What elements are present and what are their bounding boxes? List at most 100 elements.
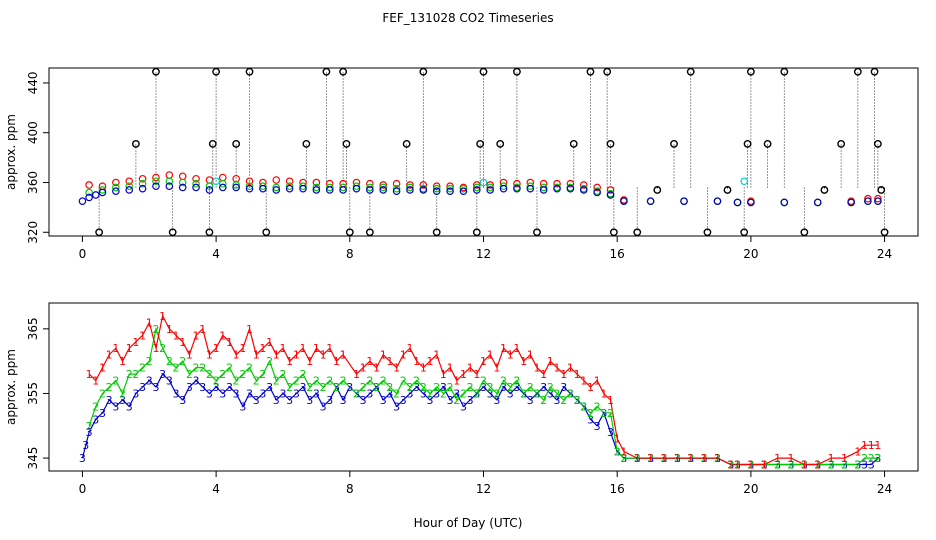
series-3-marker: 3 [480, 381, 487, 394]
series-1-marker: 1 [801, 459, 808, 472]
series-3-marker: 3 [226, 381, 233, 394]
series-1-marker: 1 [687, 452, 694, 465]
series-3-marker: 3 [159, 368, 166, 381]
series-3-point [366, 186, 374, 194]
series-1-marker: 1 [507, 349, 514, 362]
series-3-point [620, 197, 628, 205]
series-2-marker: 2 [253, 375, 260, 388]
series-3-marker: 3 [199, 381, 206, 394]
series-3-marker: 3 [473, 387, 480, 400]
series-3-point [152, 182, 160, 191]
top-y-tick-label: 400 [26, 121, 40, 144]
series-3-point [847, 198, 855, 207]
series-1-marker: 1 [86, 368, 93, 381]
series-3-point [459, 187, 468, 196]
series-2-marker: 2 [126, 368, 133, 381]
series-2-marker: 2 [406, 381, 413, 394]
series-3-point [98, 188, 107, 197]
series-1-marker: 1 [219, 329, 226, 342]
top-x-tick-label: 4 [212, 247, 220, 261]
series-1-point [219, 173, 227, 182]
series-1-marker: 1 [761, 459, 768, 472]
series-1-marker: 1 [333, 355, 340, 368]
series-3-point [219, 183, 227, 192]
series-3-point [125, 186, 134, 194]
top-y-tick-label: 440 [26, 71, 40, 94]
series-3-marker: 3 [634, 452, 641, 465]
series-1-marker: 1 [674, 452, 681, 465]
series-1-point [125, 177, 134, 186]
series-1-marker: 1 [186, 349, 193, 362]
series-3-point [713, 197, 722, 205]
top-y-tick-label: 360 [26, 171, 40, 194]
series-3-marker: 3 [620, 452, 627, 465]
outlier-point [653, 186, 662, 194]
series-1-marker: 1 [152, 342, 159, 355]
series-2-point [152, 177, 160, 186]
series-2-point [98, 186, 107, 194]
series-1-point [432, 182, 441, 191]
bottom-x-tick-label: 0 [79, 482, 87, 496]
series-2-marker: 2 [420, 381, 427, 394]
series-1-marker: 1 [340, 349, 347, 362]
series-3-point [339, 186, 347, 194]
series-1-marker: 1 [233, 349, 240, 362]
series-3-marker: 3 [353, 387, 360, 400]
series-2-marker: 2 [447, 381, 454, 394]
series-2-point [245, 182, 254, 191]
series-3-point [813, 198, 822, 207]
outlier-point [800, 228, 809, 237]
bottom-y-tick-label: 355 [26, 382, 40, 405]
series-1-marker: 1 [373, 362, 380, 375]
series-2-marker: 2 [828, 459, 835, 472]
series-3-marker: 3 [513, 381, 520, 394]
series-2-marker: 2 [507, 381, 514, 394]
series-2-marker: 2 [333, 381, 340, 394]
top-x-tick-label: 0 [79, 247, 87, 261]
outlier-point [743, 140, 752, 148]
series-1-marker: 1 [594, 375, 601, 388]
series-1-marker: 1 [427, 355, 434, 368]
series-2-marker: 2 [647, 452, 654, 465]
series-1-point [553, 179, 561, 188]
series-1-marker: 1 [246, 323, 253, 336]
series-3-marker: 3 [82, 439, 89, 452]
series-3-marker: 3 [413, 381, 420, 394]
series-1-marker: 1 [861, 439, 868, 452]
series-3-point [747, 198, 755, 207]
series-2-point [539, 183, 548, 192]
series-1-marker: 1 [600, 387, 607, 400]
series-2-point [232, 181, 240, 189]
series-1-point [379, 181, 388, 189]
series-3-point [513, 184, 521, 193]
series-3-point [486, 186, 494, 194]
series-2-marker: 2 [146, 355, 153, 368]
series-2-marker: 2 [239, 368, 246, 381]
series-2-marker: 2 [112, 375, 119, 388]
series-2-marker: 2 [199, 362, 206, 375]
outlier-point [703, 228, 712, 237]
series-3-point [272, 186, 281, 194]
series-2-point [406, 183, 414, 192]
outlier-point [873, 140, 882, 148]
series-1-marker: 1 [500, 342, 507, 355]
series-2-point [325, 183, 334, 192]
series-1-marker: 1 [226, 336, 233, 349]
series-1-marker: 1 [701, 452, 708, 465]
series-2-marker: 2 [734, 459, 741, 472]
series-1-marker: 1 [112, 342, 119, 355]
series-2-point [486, 183, 494, 192]
series-3-point [299, 184, 307, 193]
series-1-point [245, 177, 254, 186]
series-2-marker: 2 [500, 375, 507, 388]
series-3-marker: 3 [460, 400, 467, 413]
series-2-point [138, 179, 147, 188]
series-3-marker: 3 [293, 387, 300, 400]
series-2-marker: 2 [574, 394, 581, 407]
series-2-marker: 2 [567, 387, 574, 400]
series-3-point [593, 188, 601, 197]
series-3-marker: 3 [146, 375, 153, 388]
series-3-point [192, 183, 200, 192]
series-3-marker: 3 [453, 387, 460, 400]
series-3-marker: 3 [380, 394, 387, 407]
